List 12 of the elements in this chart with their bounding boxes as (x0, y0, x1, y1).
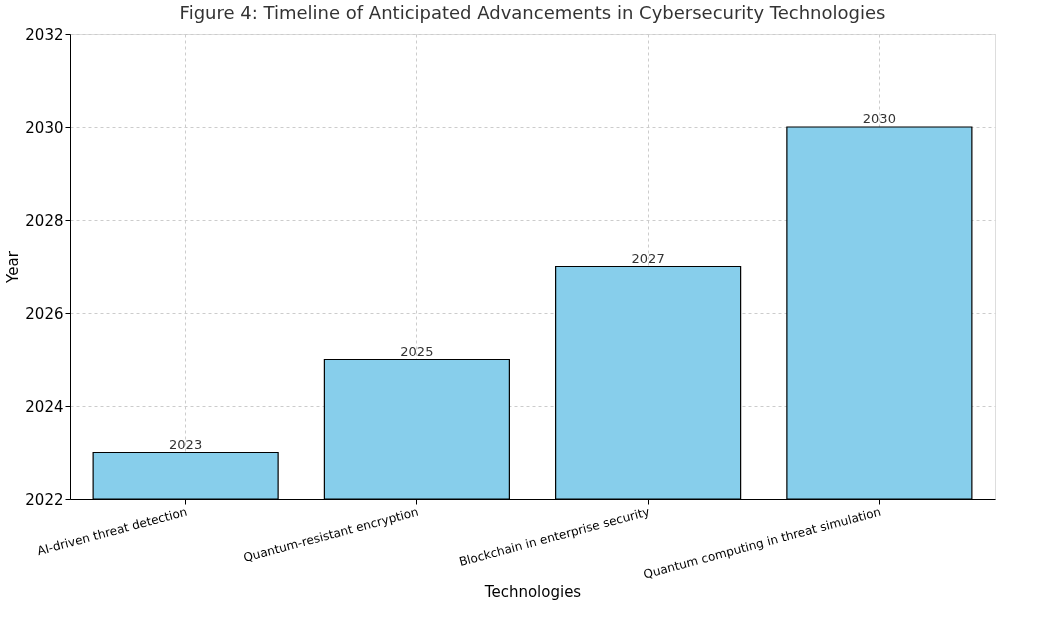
x-axis-title: Technologies (483, 582, 582, 601)
y-tick-label: 2028 (25, 211, 64, 230)
y-tick-label: 2032 (25, 25, 64, 44)
y-axis-title: Year (4, 250, 23, 284)
y-tick-label: 2030 (25, 118, 64, 137)
chart-title: Figure 4: Timeline of Anticipated Advancements in Cybersecurity Technologies (179, 2, 886, 23)
data-label: 2030 (862, 111, 896, 126)
y-tick-label: 2024 (25, 397, 64, 416)
y-tick-label: 2026 (25, 304, 64, 323)
data-label: 2025 (400, 343, 434, 359)
data-label: 2027 (631, 250, 665, 266)
data-label: 2023 (169, 436, 203, 452)
